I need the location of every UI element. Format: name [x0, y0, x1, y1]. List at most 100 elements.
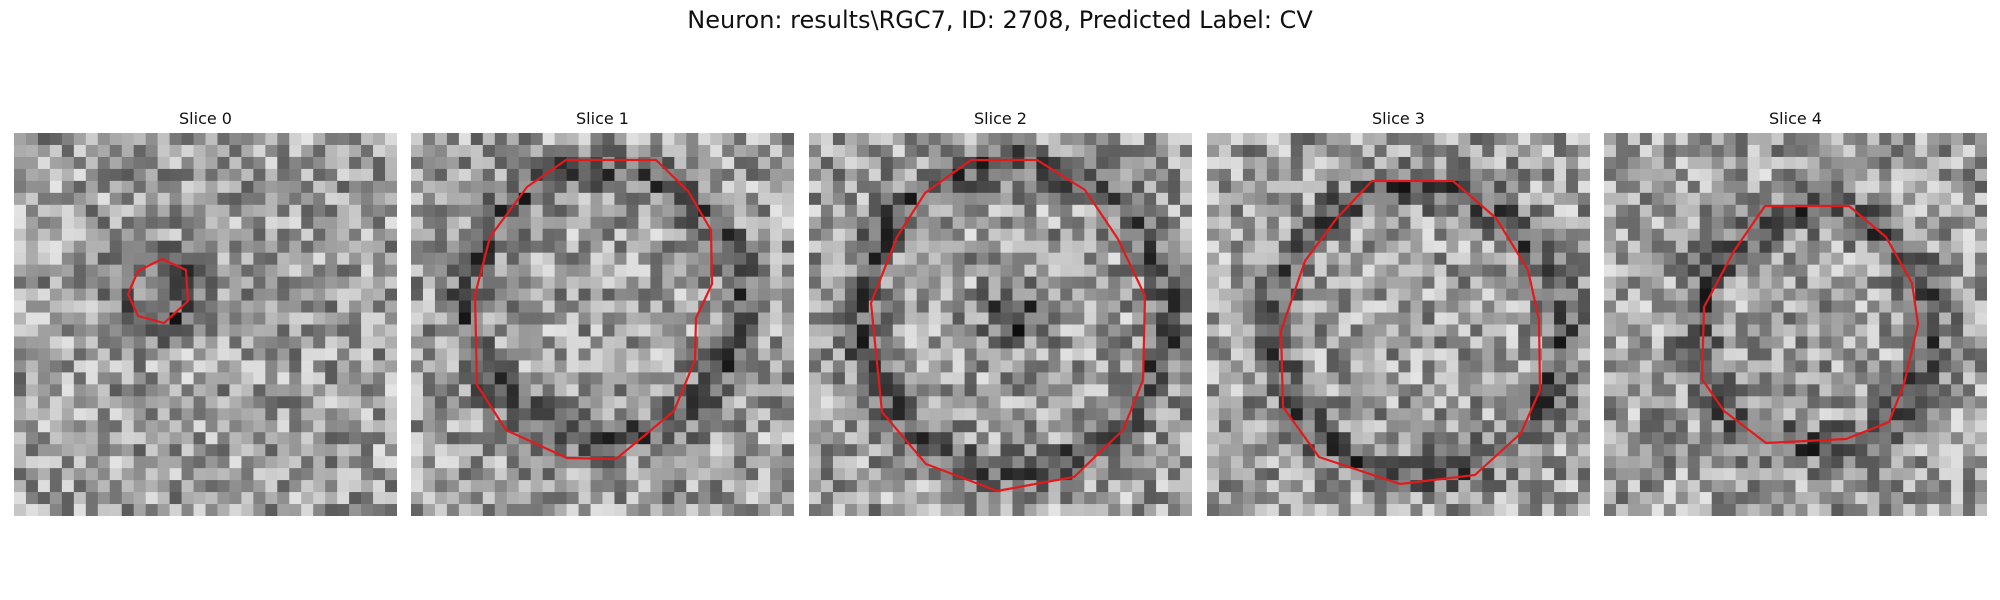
- pixel: [1108, 468, 1121, 481]
- pixel: [1362, 252, 1376, 266]
- pixel: [422, 468, 436, 481]
- pixel: [1578, 156, 1590, 170]
- pixel: [1120, 456, 1133, 469]
- pixel: [1072, 384, 1085, 397]
- pixel: [1207, 336, 1220, 350]
- pixel: [1386, 180, 1400, 194]
- pixel: [1434, 240, 1447, 254]
- pixel: [1604, 264, 1617, 278]
- pixel: [109, 396, 123, 409]
- pixel: [1242, 480, 1256, 493]
- pixel: [1795, 133, 1809, 146]
- pixel: [422, 276, 436, 290]
- pixel: [265, 336, 278, 350]
- pixel: [181, 312, 195, 326]
- pixel: [133, 168, 147, 182]
- pixel: [868, 384, 882, 397]
- pixel: [325, 264, 338, 278]
- pixel: [988, 348, 1002, 362]
- pixel: [97, 228, 111, 242]
- pixel: [411, 276, 424, 290]
- pixel: [1362, 192, 1376, 206]
- pixel: [904, 360, 918, 373]
- pixel: [662, 192, 675, 206]
- pixel: [1168, 216, 1181, 230]
- pixel: [602, 228, 616, 242]
- pixel: [1831, 228, 1844, 242]
- pixel: [482, 156, 496, 170]
- pixel: [1578, 133, 1590, 146]
- pixel: [1783, 336, 1797, 350]
- pixel: [952, 216, 966, 230]
- pixel: [121, 192, 135, 206]
- pixel: [49, 360, 63, 373]
- pixel: [1975, 324, 1987, 338]
- pixel: [1566, 444, 1579, 457]
- pixel: [1915, 444, 1928, 457]
- pixel: [1000, 504, 1014, 516]
- pixel: [446, 168, 460, 182]
- pixel: [928, 360, 942, 373]
- pixel: [758, 432, 771, 445]
- pixel: [1615, 360, 1629, 373]
- pixel: [1108, 276, 1121, 290]
- pixel: [1314, 432, 1328, 445]
- pixel: [14, 204, 27, 218]
- pixel: [1759, 408, 1773, 421]
- pixel: [758, 420, 771, 433]
- pixel: [976, 168, 990, 182]
- pixel: [193, 468, 207, 481]
- pixel: [145, 360, 159, 373]
- pixel: [710, 432, 723, 445]
- pixel: [1326, 300, 1340, 314]
- pixel: [662, 468, 675, 481]
- pixel: [1843, 300, 1856, 314]
- pixel: [1482, 372, 1495, 385]
- pixel: [1771, 204, 1785, 218]
- pixel: [1651, 180, 1665, 194]
- pixel: [1060, 300, 1073, 314]
- pixel: [1927, 144, 1940, 158]
- pixel: [1494, 192, 1507, 206]
- pixel: [1843, 156, 1856, 170]
- pixel: [1663, 288, 1677, 302]
- pixel: [277, 180, 290, 194]
- pixel: [1242, 180, 1256, 194]
- pixel: [1314, 312, 1328, 326]
- pixel: [1470, 420, 1483, 433]
- pixel: [494, 348, 508, 362]
- pixel: [1891, 348, 1904, 362]
- pixel: [674, 348, 687, 362]
- pixel: [554, 144, 568, 158]
- pixel: [1711, 372, 1725, 385]
- pixel: [1350, 168, 1364, 182]
- pixel: [1242, 504, 1256, 516]
- pixel: [1879, 216, 1892, 230]
- pixel: [1422, 300, 1436, 314]
- slice-title: Slice 1: [576, 109, 629, 128]
- pixel: [446, 240, 460, 254]
- pixel: [229, 384, 243, 397]
- pixel: [1939, 276, 1952, 290]
- pixel: [1024, 240, 1038, 254]
- pixel: [1266, 492, 1280, 505]
- pixel: [1951, 384, 1964, 397]
- pixel: [25, 168, 39, 182]
- pixel: [181, 133, 195, 146]
- pixel: [1927, 444, 1940, 457]
- pixel: [809, 192, 822, 206]
- pixel: [686, 504, 699, 516]
- pixel: [542, 480, 556, 493]
- pixel: [1207, 192, 1220, 206]
- pixel: [952, 276, 966, 290]
- pixel: [1036, 396, 1049, 409]
- pixel: [1362, 156, 1376, 170]
- pixel: [952, 133, 966, 146]
- roi-contour: [869, 158, 1147, 493]
- pixel: [904, 264, 918, 278]
- pixel: [337, 240, 350, 254]
- pixel: [1494, 300, 1507, 314]
- pixel: [169, 192, 183, 206]
- pixel: [880, 504, 894, 516]
- pixel: [434, 408, 448, 421]
